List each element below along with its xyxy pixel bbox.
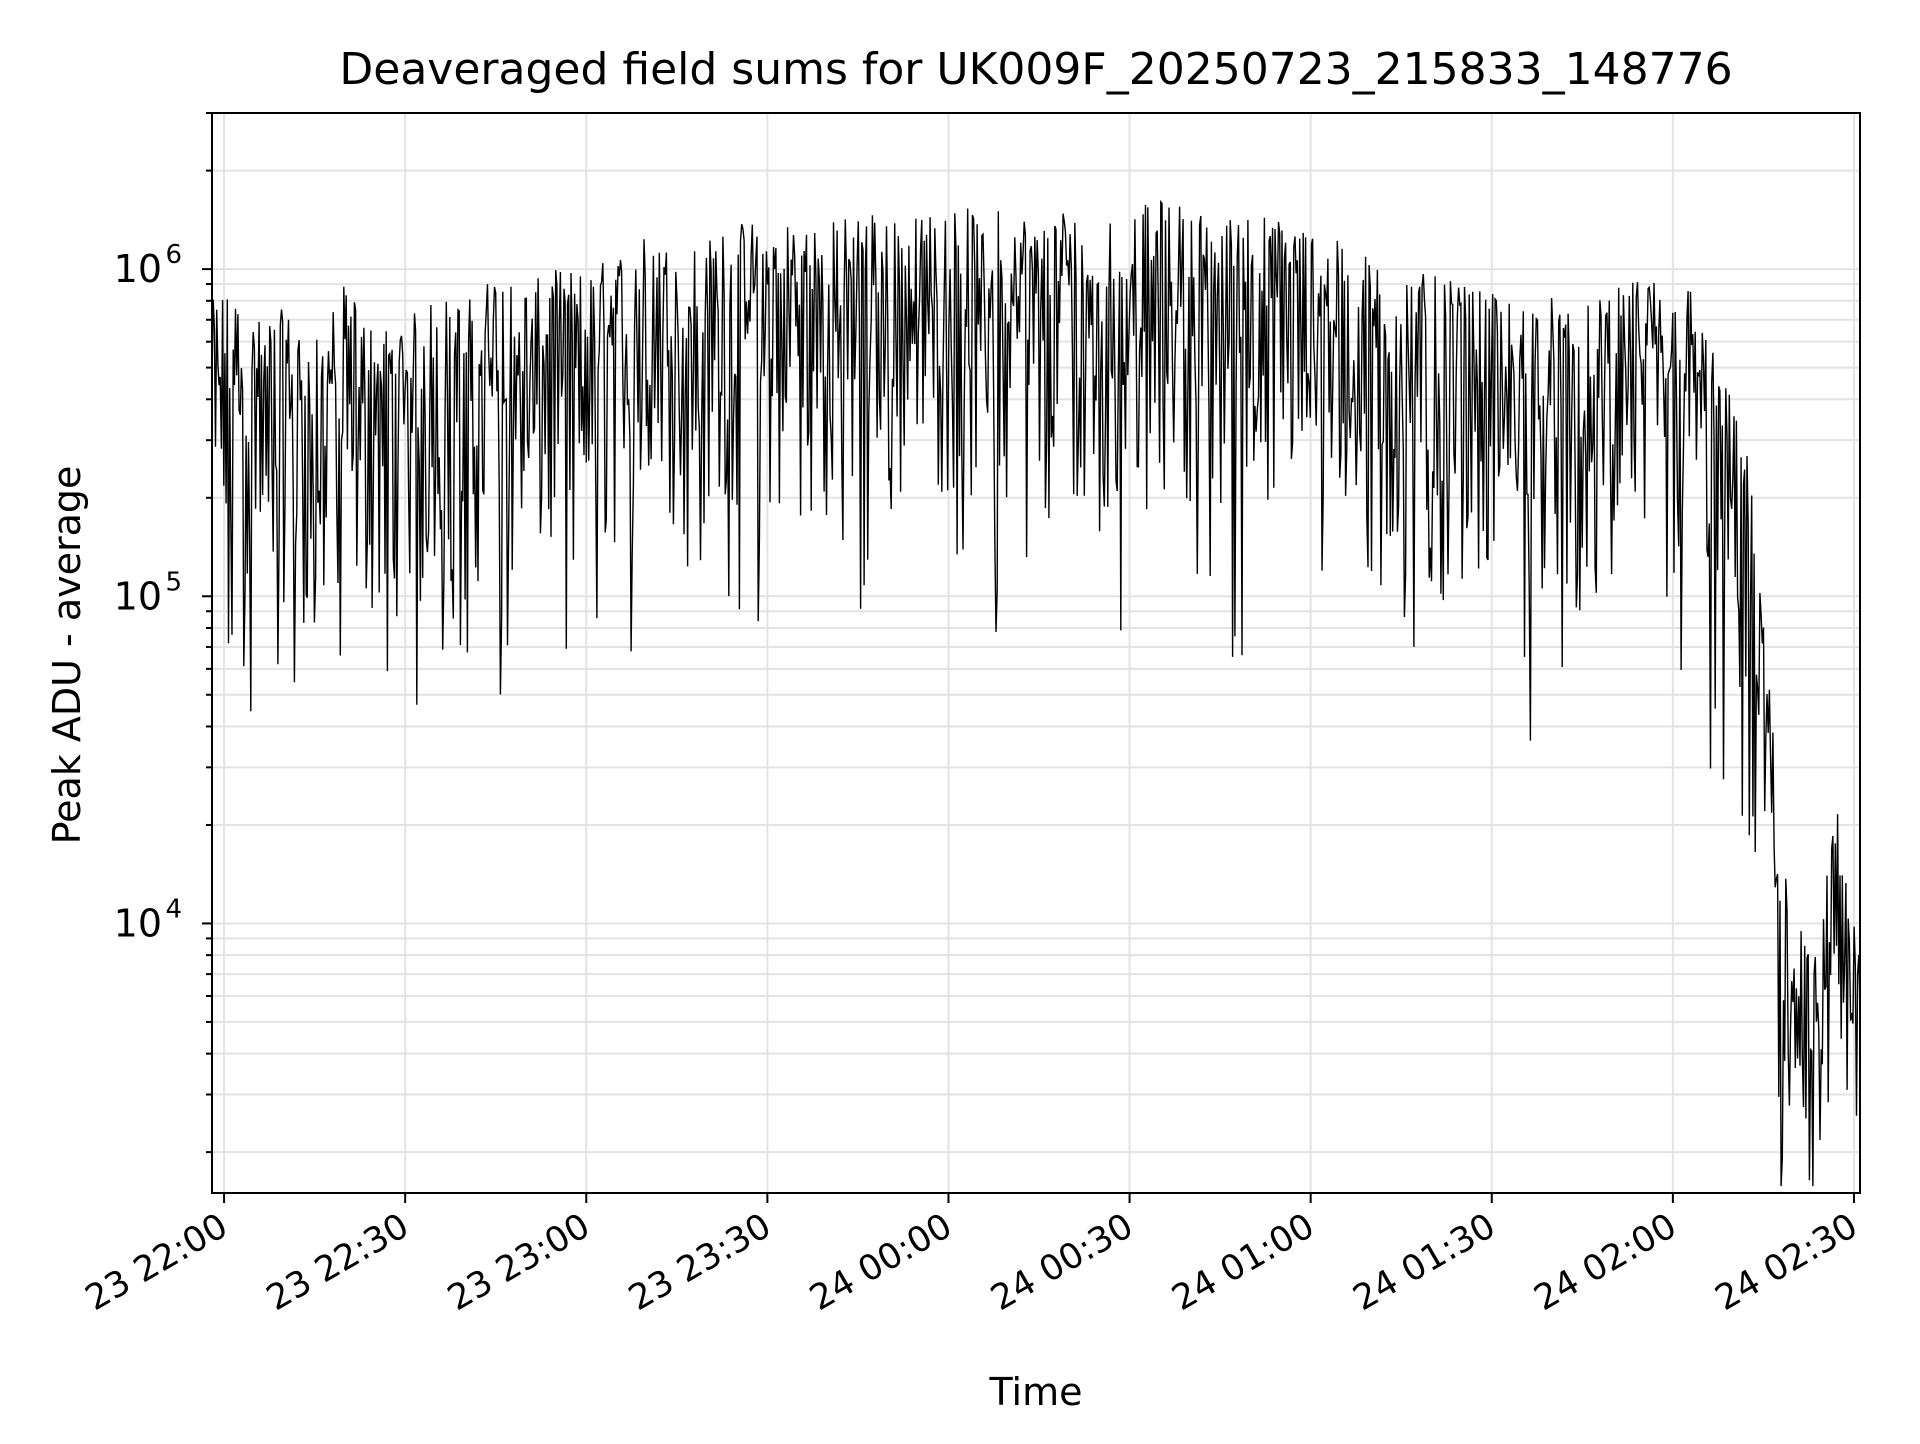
- y-tick-label-exponent: 5: [165, 567, 182, 597]
- x-tick-label: 24 02:30: [1709, 1206, 1865, 1319]
- y-axis-label: Peak ADU - average: [45, 466, 89, 845]
- x-tick-label: 24 00:00: [803, 1206, 959, 1319]
- x-tick-label: 23 22:00: [79, 1206, 235, 1319]
- x-axis: 23 22:00 23 22:30 23 23:00 23 23:30 24 00:00…: [79, 1193, 1864, 1319]
- chart-title: Deaveraged field sums for UK009F_2025072…: [339, 44, 1732, 95]
- y-tick-label: 10: [114, 247, 162, 291]
- x-axis-label: Time: [989, 1370, 1083, 1414]
- plot-frame: [211, 112, 1861, 1194]
- grid: [212, 112, 1860, 1193]
- x-tick-label: 24 00:30: [985, 1206, 1141, 1319]
- x-tick-label: 24 01:00: [1166, 1206, 1322, 1319]
- y-tick-label-exponent: 6: [165, 240, 182, 270]
- x-tick-label: 23 22:30: [260, 1206, 416, 1319]
- x-tick-label: 24 02:00: [1528, 1206, 1684, 1319]
- y-tick-label-exponent: 4: [165, 894, 182, 924]
- series-noise-layer: [211, 199, 1861, 1187]
- y-tick-label: 10: [114, 574, 162, 618]
- x-tick-label: 23 23:30: [622, 1206, 778, 1319]
- series-line: [211, 199, 1861, 1187]
- x-tick-label: 23 23:00: [441, 1206, 597, 1319]
- y-tick-label: 10: [114, 901, 162, 945]
- x-tick-label: 24 01:30: [1347, 1206, 1503, 1319]
